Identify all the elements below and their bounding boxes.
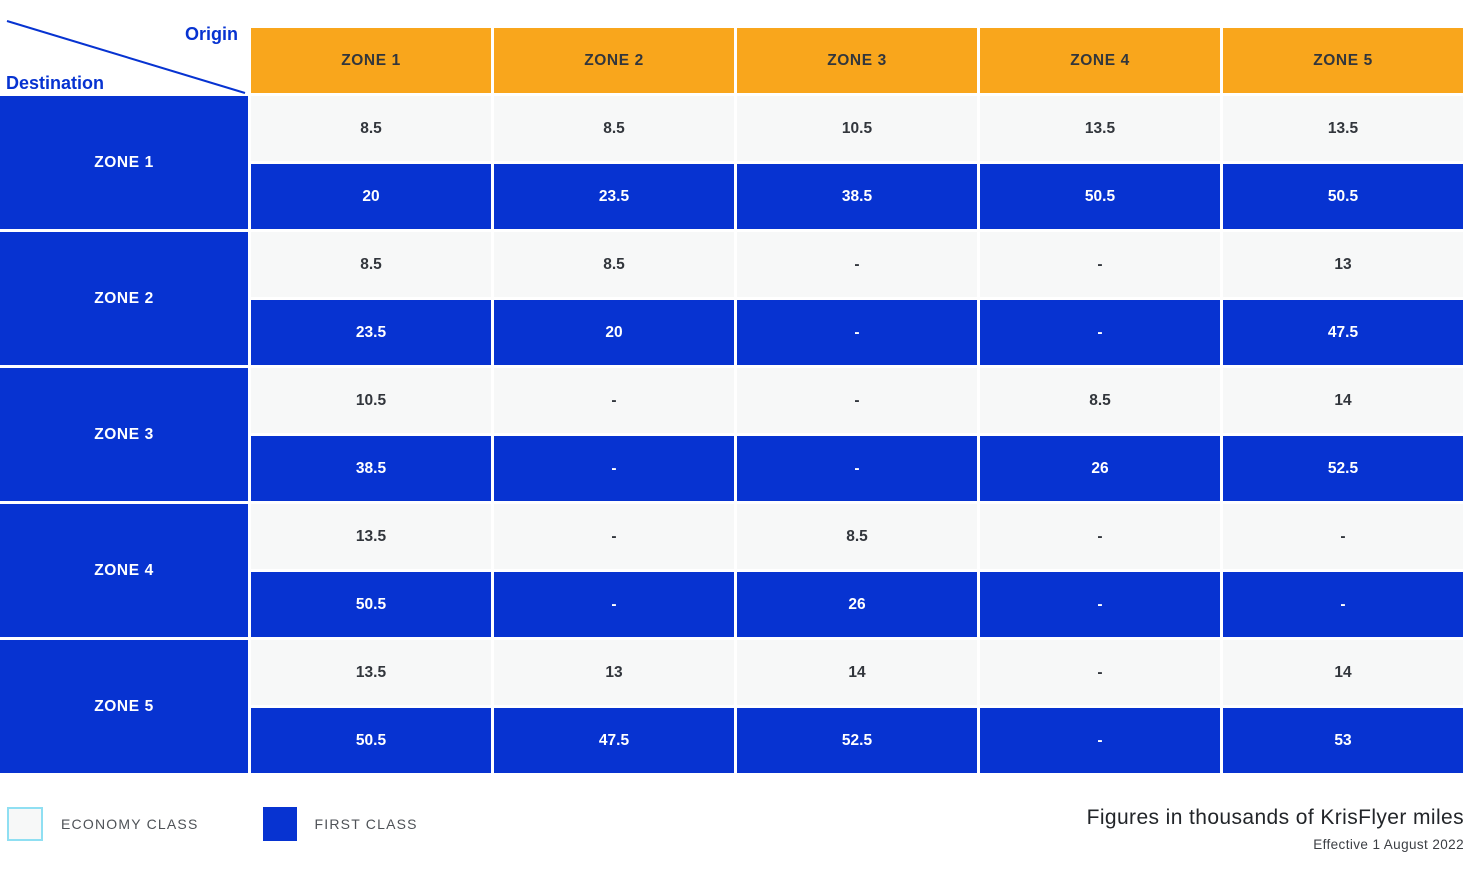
first-class-cell: -: [737, 300, 977, 365]
economy-cell: -: [980, 504, 1220, 569]
row-header-zone-4: ZONE 4: [0, 504, 248, 637]
first-class-cell: 38.5: [251, 436, 491, 501]
economy-cell: 8.5: [251, 96, 491, 161]
first-class-cell: -: [737, 436, 977, 501]
economy-cell: 13.5: [251, 504, 491, 569]
economy-cell: 14: [737, 640, 977, 705]
first-class-cell: -: [980, 300, 1220, 365]
economy-cell: 8.5: [737, 504, 977, 569]
economy-cell: 8.5: [494, 96, 734, 161]
column-header-zone-4: ZONE 4: [980, 28, 1220, 93]
first-class-cell: 47.5: [494, 708, 734, 773]
first-class-swatch: [262, 807, 297, 841]
economy-cell: 8.5: [494, 232, 734, 297]
first-class-cell: 52.5: [737, 708, 977, 773]
first-class-cell: 50.5: [251, 572, 491, 637]
economy-cell: 13: [1223, 232, 1463, 297]
economy-cell: 8.5: [980, 368, 1220, 433]
first-class-cell: 23.5: [251, 300, 491, 365]
economy-class-legend-label: ECONOMY CLASS: [61, 816, 199, 832]
economy-cell: -: [737, 368, 977, 433]
economy-cell: 14: [1223, 368, 1463, 433]
column-header-zone-5: ZONE 5: [1223, 28, 1463, 93]
effective-date: Effective 1 August 2022: [1313, 837, 1464, 852]
first-class-cell: -: [494, 572, 734, 637]
economy-cell: 13.5: [980, 96, 1220, 161]
first-class-cell: 20: [494, 300, 734, 365]
first-class-cell: -: [980, 572, 1220, 637]
destination-axis-label: Destination: [6, 73, 105, 93]
first-class-cell: 23.5: [494, 164, 734, 229]
origin-axis-label: Origin: [185, 24, 238, 44]
first-class-cell: -: [980, 708, 1220, 773]
economy-cell: -: [980, 640, 1220, 705]
economy-cell: -: [494, 504, 734, 569]
row-header-zone-3: ZONE 3: [0, 368, 248, 501]
economy-cell: -: [737, 232, 977, 297]
first-class-cell: 50.5: [1223, 164, 1463, 229]
first-class-cell: -: [494, 436, 734, 501]
first-class-cell: 20: [251, 164, 491, 229]
economy-cell: -: [980, 232, 1220, 297]
diagonal-divider-line: [6, 20, 246, 94]
footer: Figures in thousands of KrisFlyer miles …: [1087, 806, 1464, 852]
economy-cell: 10.5: [737, 96, 977, 161]
first-class-cell: 38.5: [737, 164, 977, 229]
first-class-cell: 52.5: [1223, 436, 1463, 501]
economy-cell: 13.5: [1223, 96, 1463, 161]
economy-cell: 13.5: [251, 640, 491, 705]
economy-cell: 14: [1223, 640, 1463, 705]
first-class-cell: 50.5: [251, 708, 491, 773]
column-header-zone-1: ZONE 1: [251, 28, 491, 93]
first-class-cell: -: [1223, 572, 1463, 637]
row-header-zone-5: ZONE 5: [0, 640, 248, 773]
legend: ECONOMY CLASS FIRST CLASS: [7, 806, 418, 842]
first-class-cell: 26: [980, 436, 1220, 501]
economy-cell: 13: [494, 640, 734, 705]
first-class-cell: 26: [737, 572, 977, 637]
first-class-cell: 47.5: [1223, 300, 1463, 365]
axis-corner: Origin Destination: [0, 10, 248, 96]
economy-cell: -: [494, 368, 734, 433]
row-header-zone-1: ZONE 1: [0, 96, 248, 229]
award-table: ZONE 1 ZONE 2 ZONE 3 ZONE 4 ZONE 5 ZONE …: [0, 28, 1463, 773]
first-class-legend-label: FIRST CLASS: [314, 816, 418, 832]
units-note: Figures in thousands of KrisFlyer miles: [1086, 806, 1464, 829]
economy-class-swatch: [7, 807, 43, 841]
first-class-cell: 50.5: [980, 164, 1220, 229]
economy-cell: -: [1223, 504, 1463, 569]
economy-cell: 8.5: [251, 232, 491, 297]
column-header-zone-2: ZONE 2: [494, 28, 734, 93]
column-header-zone-3: ZONE 3: [737, 28, 977, 93]
row-header-zone-2: ZONE 2: [0, 232, 248, 365]
economy-cell: 10.5: [251, 368, 491, 433]
first-class-cell: 53: [1223, 708, 1463, 773]
